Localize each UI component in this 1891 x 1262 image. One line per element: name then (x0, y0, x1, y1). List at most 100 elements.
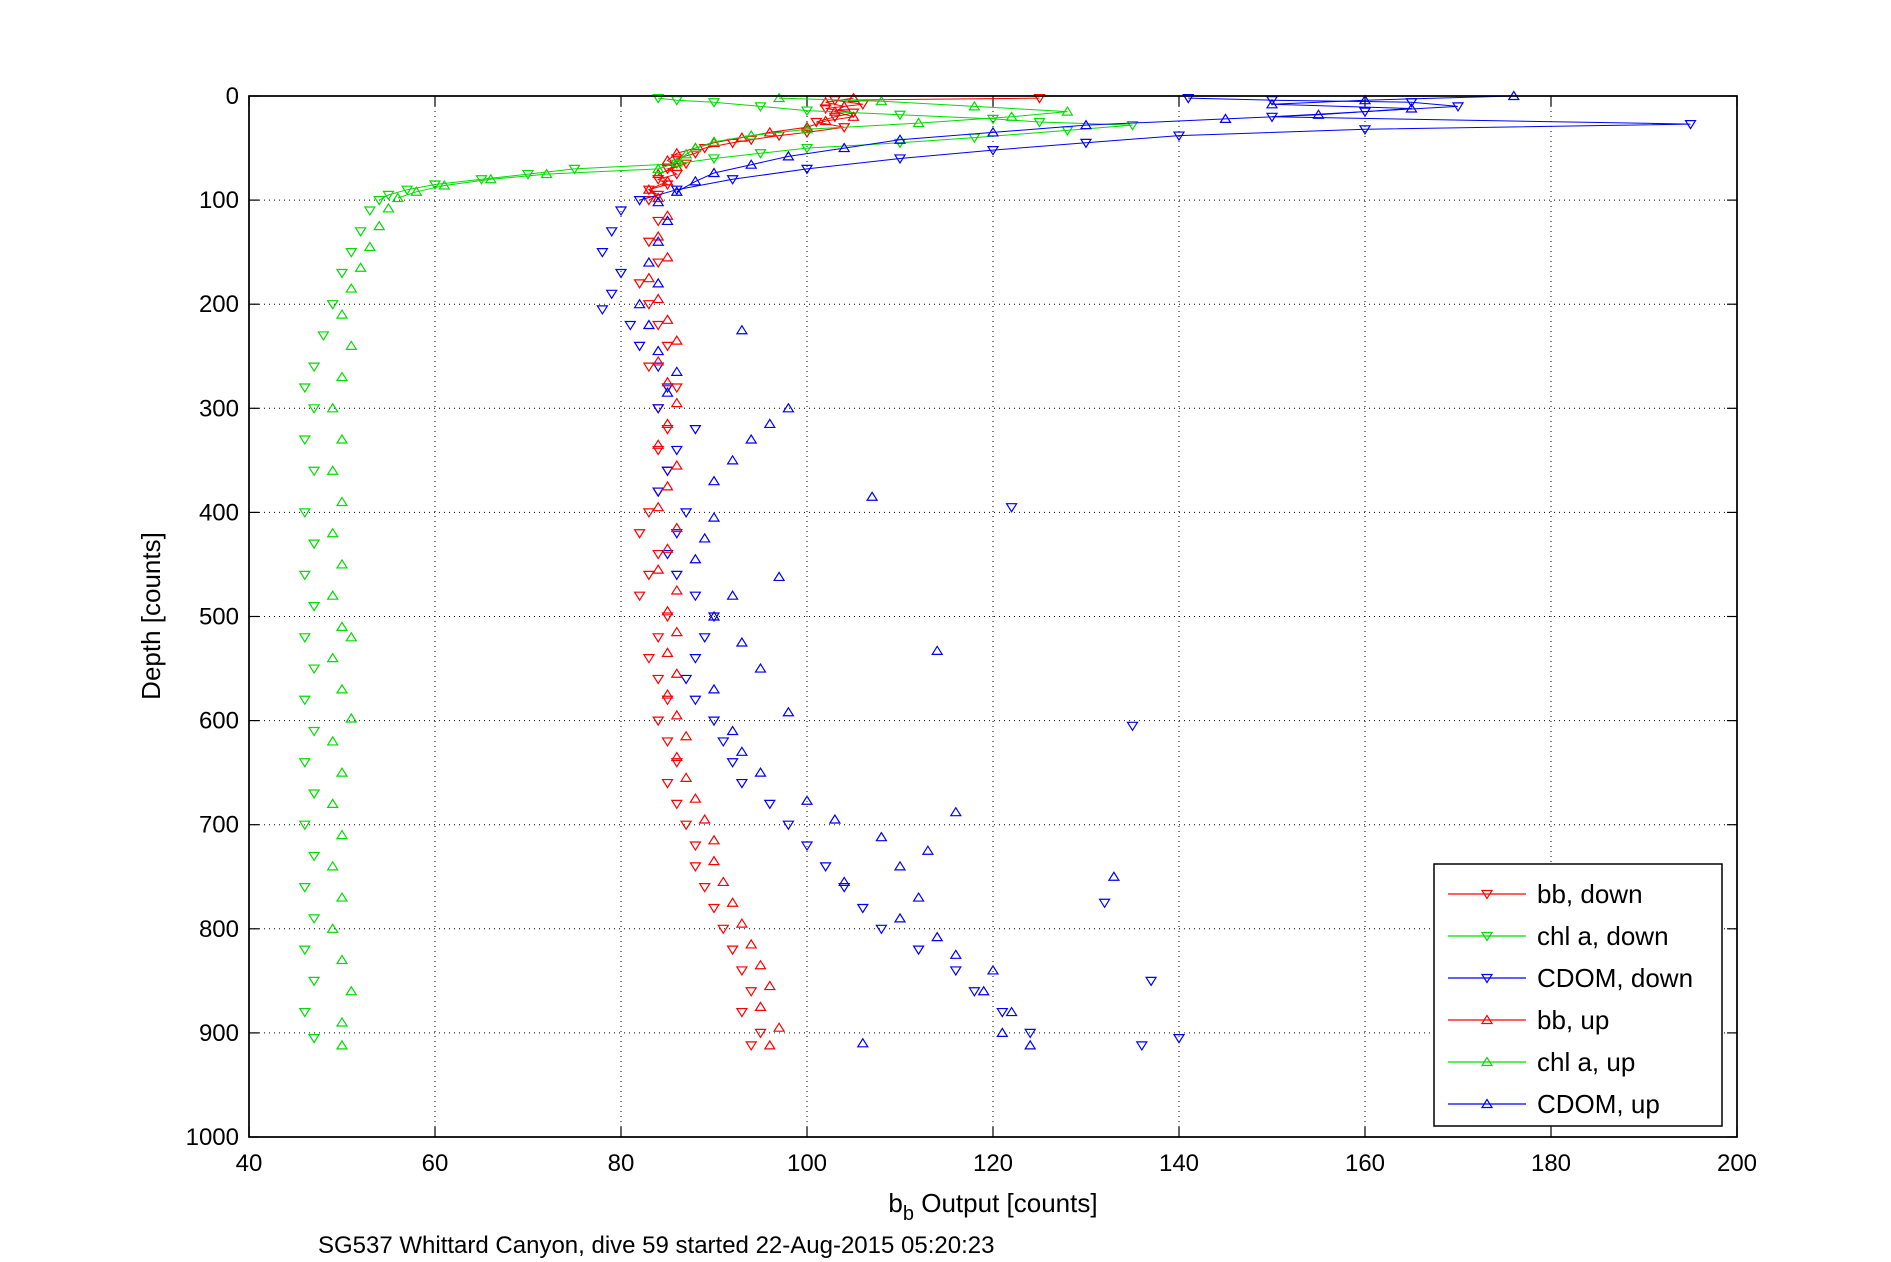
data-point (726, 454, 739, 465)
legend-marker (1480, 973, 1494, 984)
data-point (745, 1041, 758, 1052)
data-point (680, 148, 693, 159)
data-point (754, 662, 767, 673)
data-point (800, 841, 814, 852)
data-point (717, 924, 730, 935)
data-point (1312, 109, 1325, 119)
data-point (670, 366, 683, 376)
data-point (707, 167, 721, 178)
data-point (707, 154, 721, 165)
legend-marker (1480, 1056, 1494, 1067)
data-point (838, 142, 851, 153)
series-line (676, 95, 1514, 193)
y-tick-label: 500 (199, 604, 239, 631)
x-tick-label: 120 (973, 1150, 1013, 1177)
y-tick-label: 600 (199, 708, 239, 735)
data-point (335, 683, 349, 694)
data-point (391, 192, 404, 203)
data-point (726, 945, 739, 956)
data-point (661, 210, 674, 220)
data-point (1126, 121, 1139, 131)
legend-label: bb, up (1537, 1005, 1609, 1035)
data-point (735, 778, 748, 789)
data-point (661, 387, 674, 397)
x-tick-labels: 40 60 80 100 120 140 160 180 200 (236, 1150, 1757, 1177)
data-point (968, 987, 981, 997)
data-point (661, 695, 674, 706)
data-point (1126, 721, 1139, 732)
legend-marker (1480, 1098, 1494, 1109)
data-point (838, 883, 851, 893)
data-point (670, 584, 683, 595)
data-point (642, 570, 655, 581)
data-point (670, 668, 683, 678)
data-point (828, 813, 841, 824)
data-point (661, 154, 674, 165)
data-point (763, 980, 776, 991)
data-point (642, 319, 655, 330)
data-point (670, 159, 683, 170)
data-point (298, 820, 311, 831)
data-point (298, 570, 311, 581)
data-point (652, 236, 665, 246)
data-point (652, 633, 665, 643)
data-point (866, 491, 879, 501)
data-point (652, 355, 665, 366)
data-point (661, 376, 674, 387)
data-point (735, 917, 748, 928)
data-point (670, 186, 683, 196)
x-axis-label-sub: b (903, 1203, 914, 1225)
legend-marker (1480, 889, 1494, 900)
data-point (642, 196, 655, 206)
y-tick-label: 800 (199, 916, 239, 943)
data-point (717, 737, 730, 748)
data-point (1145, 976, 1158, 987)
data-point (689, 425, 702, 435)
data-point (661, 466, 674, 477)
y-tick-label: 700 (199, 812, 239, 839)
data-point (335, 767, 349, 777)
data-point (726, 758, 739, 768)
legend-marker (1480, 931, 1494, 942)
data-point (335, 433, 349, 444)
data-point (875, 831, 888, 842)
data-point (763, 126, 776, 137)
data-point (996, 1007, 1009, 1018)
data-point (298, 695, 311, 706)
data-point (345, 340, 358, 350)
data-point (680, 772, 693, 782)
data-point (931, 931, 944, 942)
data-point (401, 185, 414, 196)
data-point (363, 206, 376, 217)
data-point (680, 159, 693, 170)
legend-entry: chl a, down (1448, 921, 1669, 951)
data-point (763, 799, 776, 810)
data-point (856, 903, 869, 914)
data-point (642, 654, 655, 664)
data-point (782, 402, 795, 413)
data-point (1172, 131, 1186, 142)
data-point (614, 206, 628, 217)
y-tick-label: 900 (199, 1020, 239, 1047)
legend-label: chl a, up (1537, 1047, 1635, 1077)
data-point (893, 110, 907, 121)
data-point (661, 647, 674, 658)
data-point (689, 553, 702, 564)
data-point (624, 320, 637, 331)
legend-label: CDOM, down (1537, 963, 1693, 993)
data-point (345, 248, 358, 258)
data-point (819, 96, 832, 107)
y-tick-label: 1000 (186, 1124, 239, 1151)
data-point (652, 192, 665, 203)
data-point (335, 558, 349, 569)
data-point (642, 300, 655, 310)
data-point (438, 179, 451, 190)
data-point (605, 289, 618, 300)
data-point (652, 93, 665, 104)
data-point (652, 487, 665, 498)
data-point (568, 164, 581, 175)
y-tick-label: 0 (226, 83, 239, 110)
data-point (1033, 117, 1046, 128)
data-point (326, 798, 339, 808)
data-point (735, 324, 748, 335)
